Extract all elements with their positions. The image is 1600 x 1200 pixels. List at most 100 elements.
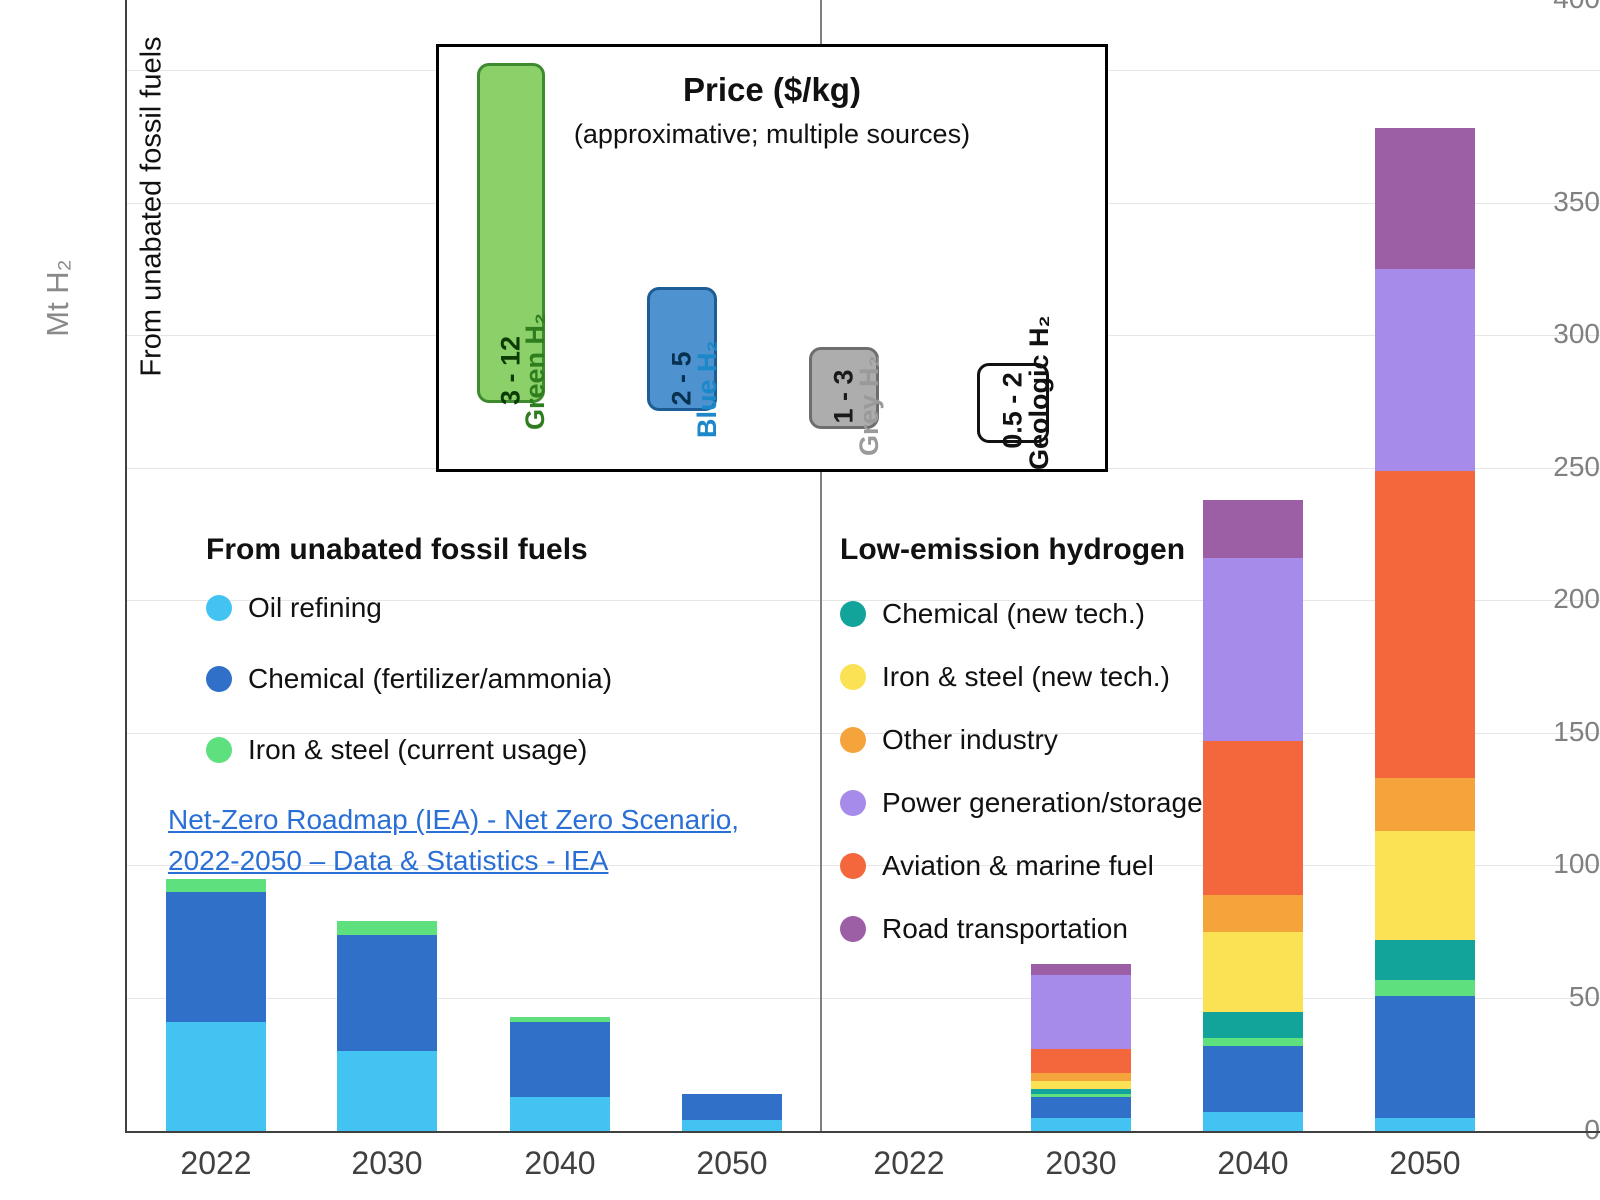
bar-2022-fossil xyxy=(166,879,266,1131)
bar-segment xyxy=(1031,1048,1131,1073)
legend-item-right-5[interactable]: Road transportation xyxy=(840,913,1128,945)
bar-2030-fossil xyxy=(337,921,437,1131)
price-pill-1: 2 - 5 xyxy=(647,287,717,411)
bar-segment xyxy=(166,879,266,893)
legend-title-left: From unabated fossil fuels xyxy=(206,533,588,566)
legend-swatch-icon xyxy=(840,601,866,627)
legend-item-label: Iron & steel (current usage) xyxy=(248,734,588,765)
price-pill-3: 0.5 - 2 xyxy=(977,363,1049,449)
y-axis-tick-300: 300 xyxy=(1553,318,1600,349)
legend-swatch-icon xyxy=(206,595,232,621)
bar-segment xyxy=(1203,1112,1303,1131)
legend-swatch-icon xyxy=(840,790,866,816)
bar-segment xyxy=(1375,268,1475,471)
bar-segment xyxy=(1031,1096,1131,1118)
bar-segment xyxy=(1375,940,1475,980)
price-inset: Price ($/kg) (approximative; multiple so… xyxy=(436,44,1108,472)
bar-segment xyxy=(1203,1011,1303,1039)
legend-swatch-icon xyxy=(840,664,866,690)
legend-item-right-2[interactable]: Other industry xyxy=(840,724,1058,756)
side-note: From unabated fossil fuels xyxy=(132,10,172,400)
legend-item-label: Power generation/storage xyxy=(882,787,1203,818)
y-axis-tick-400: 400 xyxy=(1508,0,1600,15)
bar-segment xyxy=(1375,778,1475,832)
bar-segment xyxy=(1375,995,1475,1118)
bar-segment xyxy=(682,1120,782,1131)
legend-item-label: Chemical (new tech.) xyxy=(882,598,1145,629)
price-pill-2: 1 - 3 xyxy=(809,347,879,429)
bar-segment xyxy=(337,921,437,935)
bar-2050-low-emission xyxy=(1375,128,1475,1131)
price-item-label-3: Geologic H₂ xyxy=(1024,315,1054,470)
bar-segment xyxy=(1375,831,1475,941)
price-pill-0: 3 - 12 xyxy=(477,63,545,405)
legend-item-label: Other industry xyxy=(882,724,1058,755)
y-axis-line xyxy=(125,0,127,1132)
bar-segment xyxy=(1375,128,1475,269)
price-item-label-1: Blue H₂ xyxy=(692,340,722,438)
bar-segment xyxy=(1203,741,1303,895)
legend-item-right-4[interactable]: Aviation & marine fuel xyxy=(840,850,1154,882)
bar-segment xyxy=(1203,932,1303,1012)
y-axis-tick-50: 50 xyxy=(1568,981,1600,1012)
side-note-text: From unabated fossil fuels xyxy=(135,36,168,377)
x-axis-label: 2040 xyxy=(524,1145,596,1181)
bar-segment xyxy=(1203,1046,1303,1113)
legend-item-left-2[interactable]: Iron & steel (current usage) xyxy=(206,734,587,766)
source-link[interactable]: Net-Zero Roadmap (IEA) - Net Zero Scenar… xyxy=(168,804,740,876)
x-axis-label: 2022 xyxy=(873,1145,945,1181)
x-axis-label: 2050 xyxy=(696,1145,768,1181)
legend-item-right-1[interactable]: Iron & steel (new tech.) xyxy=(840,661,1170,693)
legend-swatch-icon xyxy=(206,737,232,763)
bar-2040-fossil xyxy=(510,1016,610,1131)
bar-segment xyxy=(1375,1117,1475,1131)
price-item-label-0: Green H₂ xyxy=(520,312,550,430)
bar-2050-fossil xyxy=(682,1093,782,1131)
y-axis-tick-200: 200 xyxy=(1553,583,1600,614)
legend-swatch-icon xyxy=(840,916,866,942)
legend-item-label: Oil refining xyxy=(248,592,382,623)
legend-swatch-icon xyxy=(840,853,866,879)
legend-item-right-0[interactable]: Chemical (new tech.) xyxy=(840,598,1145,630)
x-axis-label: 2030 xyxy=(351,1145,423,1181)
y-axis-tick-150: 150 xyxy=(1553,716,1600,747)
bar-segment xyxy=(1031,974,1131,1049)
bar-segment xyxy=(682,1093,782,1121)
gridline xyxy=(125,600,1600,601)
legend-item-left-0[interactable]: Oil refining xyxy=(206,592,382,624)
legend-item-right-3[interactable]: Power generation/storage xyxy=(840,787,1203,819)
legend-item-label: Aviation & marine fuel xyxy=(882,850,1154,881)
x-axis-line xyxy=(125,1131,1600,1133)
x-axis-label: 2030 xyxy=(1045,1145,1117,1181)
legend-item-label: Chemical (fertilizer/ammonia) xyxy=(248,663,613,694)
bar-segment xyxy=(1203,558,1303,742)
y-axis-tick-0: 0 xyxy=(1584,1114,1600,1145)
legend-title-right: Low-emission hydrogen xyxy=(840,533,1186,566)
bar-segment xyxy=(510,1022,610,1097)
y-axis-title-text: Mt H₂ xyxy=(40,259,75,337)
legend-item-label: Iron & steel (new tech.) xyxy=(882,661,1170,692)
legend-swatch-icon xyxy=(840,727,866,753)
bar-segment xyxy=(166,1022,266,1131)
bar-segment xyxy=(1031,963,1131,975)
price-inset-title: Price ($/kg) xyxy=(683,71,861,108)
bar-segment xyxy=(1375,470,1475,779)
bar-segment xyxy=(1031,1080,1131,1089)
bar-2030-low-emission xyxy=(1031,963,1131,1131)
bar-segment xyxy=(1031,1072,1131,1081)
price-inset-subtitle: (approximative; multiple sources) xyxy=(573,119,971,149)
y-axis-tick-100: 100 xyxy=(1553,848,1600,879)
bar-segment xyxy=(337,1051,437,1131)
legend-item-label: Road transportation xyxy=(882,913,1128,944)
bar-segment xyxy=(1203,1038,1303,1047)
bar-segment xyxy=(337,934,437,1052)
x-axis-label: 2040 xyxy=(1217,1145,1289,1181)
x-axis-label: 2050 xyxy=(1389,1145,1461,1181)
bar-segment xyxy=(1203,499,1303,559)
y-axis-title: Mt H₂ xyxy=(38,190,78,410)
bar-segment xyxy=(1375,979,1475,996)
x-axis-label: 2022 xyxy=(180,1145,252,1181)
legend-item-left-1[interactable]: Chemical (fertilizer/ammonia) xyxy=(206,663,612,695)
price-item-label-2: Grey H₂ xyxy=(854,355,884,456)
